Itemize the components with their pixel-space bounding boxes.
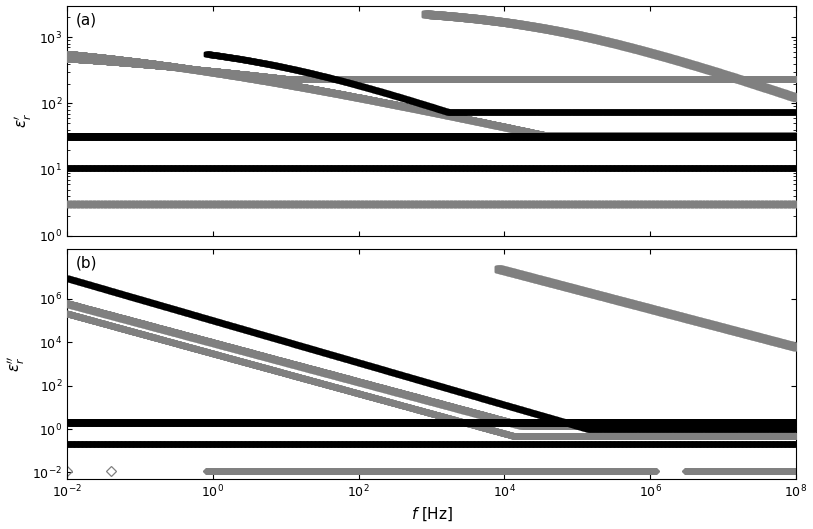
Y-axis label: $\varepsilon_r^{\prime\prime}$: $\varepsilon_r^{\prime\prime}$ bbox=[6, 355, 27, 372]
Text: (b): (b) bbox=[76, 256, 98, 270]
X-axis label: $f$ [Hz]: $f$ [Hz] bbox=[411, 506, 452, 523]
Text: (a): (a) bbox=[76, 13, 97, 28]
Y-axis label: $\varepsilon_r^{\prime}$: $\varepsilon_r^{\prime}$ bbox=[12, 113, 33, 129]
